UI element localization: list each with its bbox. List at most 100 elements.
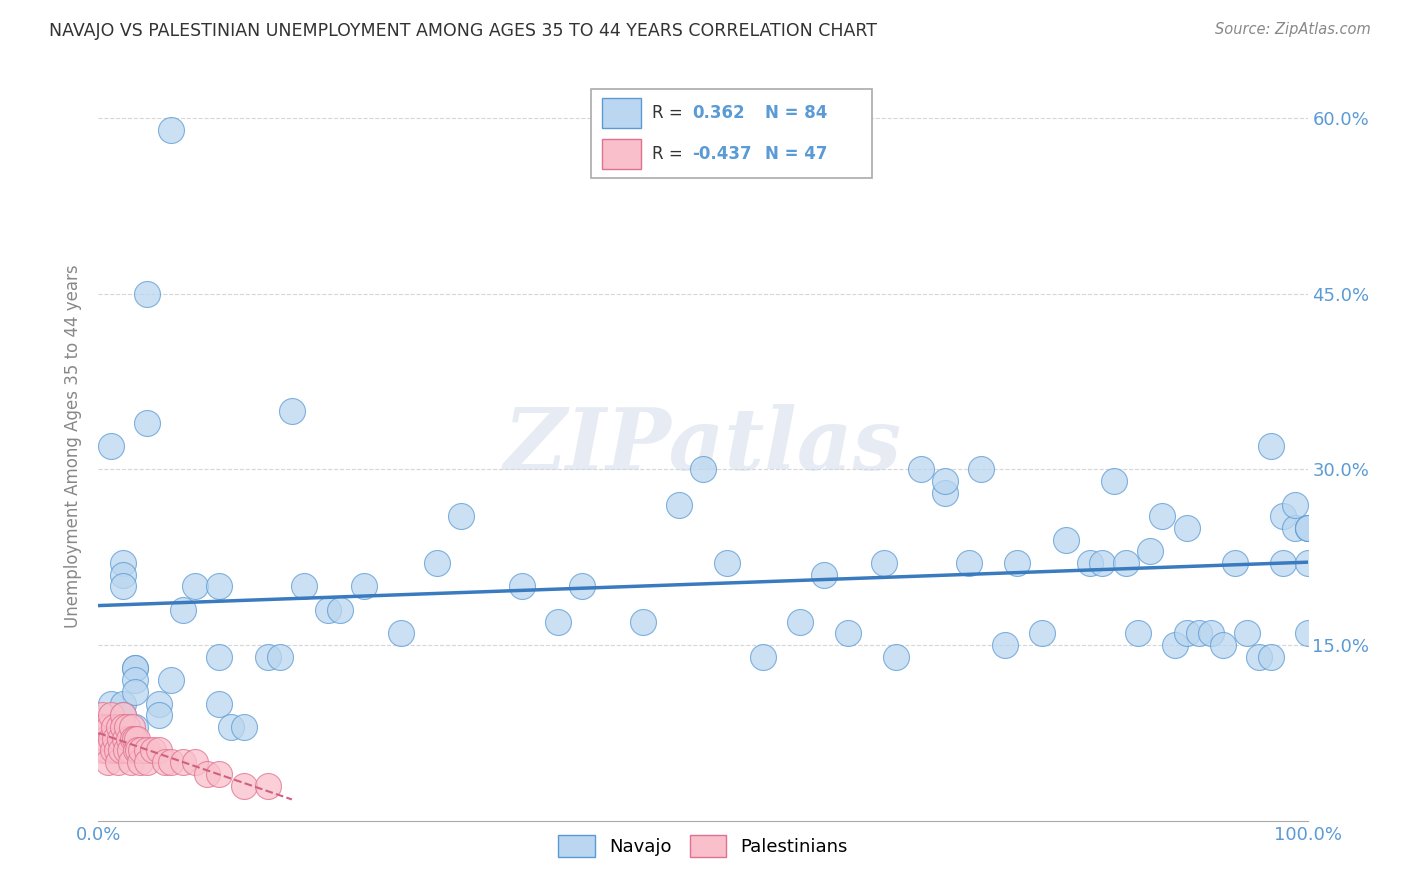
Point <box>571 580 593 594</box>
Point <box>120 755 142 769</box>
Point <box>232 779 254 793</box>
Point <box>1128 626 1150 640</box>
Point <box>118 731 141 746</box>
Point <box>1115 556 1137 570</box>
Text: Source: ZipAtlas.com: Source: ZipAtlas.com <box>1215 22 1371 37</box>
Point <box>148 708 170 723</box>
Point <box>114 731 136 746</box>
Point <box>789 615 811 629</box>
Point <box>160 123 183 137</box>
Point <box>111 708 134 723</box>
Point <box>127 731 149 746</box>
Point <box>208 697 231 711</box>
Point <box>1152 509 1174 524</box>
Point <box>1284 498 1306 512</box>
Point <box>148 743 170 757</box>
Text: R =: R = <box>652 104 689 122</box>
Point <box>1223 556 1246 570</box>
FancyBboxPatch shape <box>591 89 872 178</box>
Point <box>135 743 157 757</box>
Point <box>172 755 194 769</box>
Point <box>108 720 131 734</box>
Point <box>98 720 121 734</box>
Point <box>128 755 150 769</box>
Point <box>208 767 231 781</box>
Point <box>101 743 124 757</box>
Point <box>91 708 114 723</box>
Point <box>716 556 738 570</box>
Point <box>111 697 134 711</box>
Point <box>934 474 956 488</box>
Point <box>124 661 146 675</box>
Point <box>837 626 859 640</box>
FancyBboxPatch shape <box>602 139 641 169</box>
Point <box>117 720 139 734</box>
Text: -0.437: -0.437 <box>692 145 751 163</box>
Point <box>1296 521 1319 535</box>
Point <box>121 720 143 734</box>
Point <box>269 649 291 664</box>
Point <box>1054 533 1077 547</box>
Point <box>813 567 835 582</box>
Point <box>111 708 134 723</box>
Point <box>1031 626 1053 640</box>
Point <box>1249 649 1271 664</box>
Point <box>1139 544 1161 558</box>
FancyBboxPatch shape <box>602 98 641 128</box>
Point <box>692 462 714 476</box>
Point <box>450 509 472 524</box>
Point <box>160 673 183 688</box>
Point <box>184 755 207 769</box>
Point <box>873 556 896 570</box>
Point <box>172 603 194 617</box>
Point <box>256 649 278 664</box>
Text: N = 84: N = 84 <box>765 104 827 122</box>
Point <box>221 720 243 734</box>
Point <box>100 697 122 711</box>
Point <box>957 556 980 570</box>
Point <box>1296 556 1319 570</box>
Point <box>1078 556 1101 570</box>
Point <box>111 720 134 734</box>
Point <box>1296 521 1319 535</box>
Point <box>124 685 146 699</box>
Point <box>124 661 146 675</box>
Point <box>122 731 145 746</box>
Point <box>208 580 231 594</box>
Point <box>256 779 278 793</box>
Point <box>105 743 128 757</box>
Point <box>104 731 127 746</box>
Point <box>93 720 115 734</box>
Point <box>1284 521 1306 535</box>
Point <box>1188 626 1211 640</box>
Point <box>316 603 339 617</box>
Legend: Navajo, Palestinians: Navajo, Palestinians <box>551 828 855 864</box>
Point <box>148 697 170 711</box>
Point <box>107 755 129 769</box>
Point <box>115 743 138 757</box>
Text: 0.362: 0.362 <box>692 104 744 122</box>
Point <box>1236 626 1258 640</box>
Point <box>389 626 412 640</box>
Point <box>886 649 908 664</box>
Point <box>100 708 122 723</box>
Point <box>1175 626 1198 640</box>
Point <box>100 439 122 453</box>
Point <box>1296 521 1319 535</box>
Point <box>970 462 993 476</box>
Point <box>510 580 533 594</box>
Point <box>1296 626 1319 640</box>
Point <box>668 498 690 512</box>
Point <box>1272 509 1295 524</box>
Point <box>1163 638 1185 652</box>
Point <box>135 755 157 769</box>
Point <box>329 603 352 617</box>
Text: ZIPatlas: ZIPatlas <box>503 404 903 488</box>
Text: N = 47: N = 47 <box>765 145 827 163</box>
Point <box>100 731 122 746</box>
Point <box>97 755 120 769</box>
Point <box>103 720 125 734</box>
Point <box>752 649 775 664</box>
Point <box>89 720 111 734</box>
Point <box>1199 626 1222 640</box>
